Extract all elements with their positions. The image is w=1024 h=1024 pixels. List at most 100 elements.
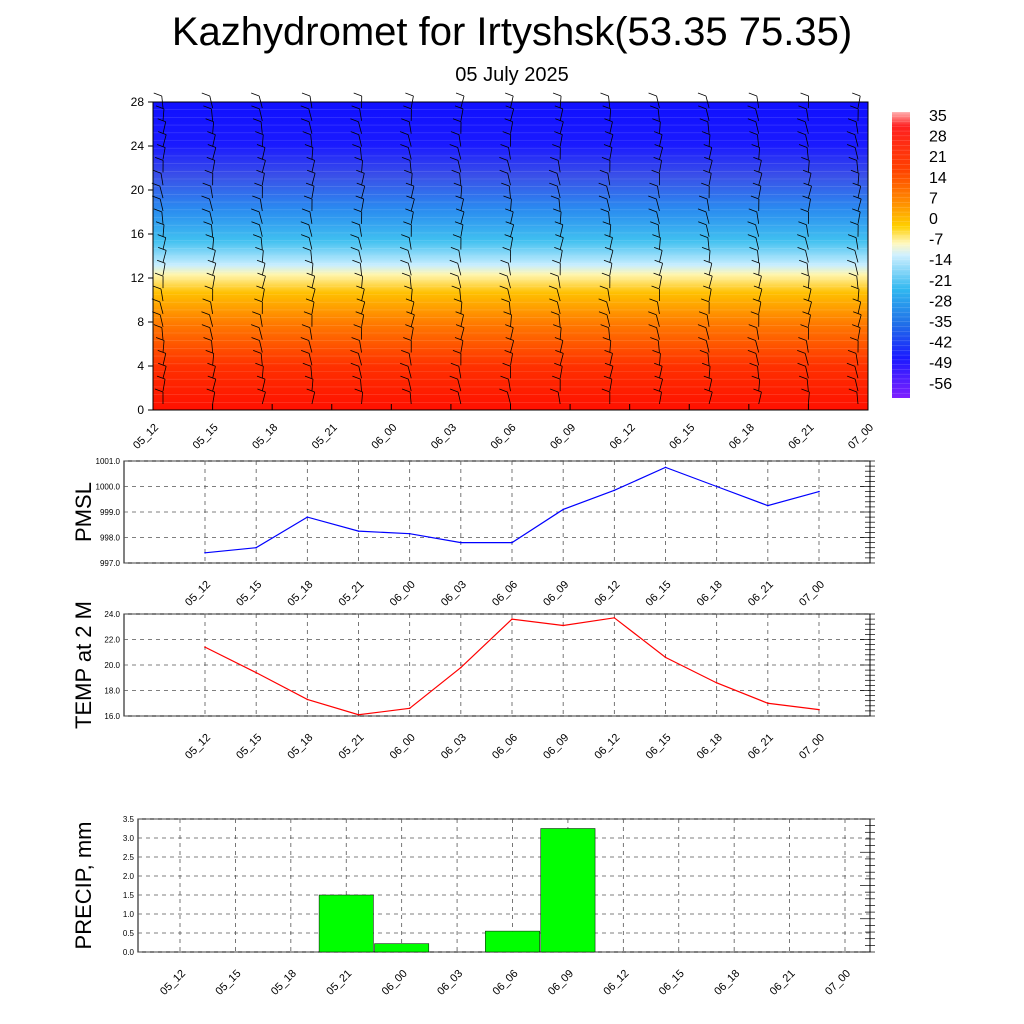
x-tick-label: 07_00 [846, 422, 876, 452]
wind-barb [606, 198, 611, 212]
wind-barb [361, 288, 365, 302]
wind-barb [807, 314, 811, 327]
wind-barb [407, 134, 412, 147]
wind-barb [310, 366, 313, 379]
colorbar-label: -14 [929, 252, 952, 269]
wind-barb-flag [303, 311, 313, 316]
wind-barb-flag [753, 156, 762, 161]
wind-barb [659, 366, 663, 379]
wind-barb-flag [505, 221, 514, 226]
wind-barb-flag [801, 388, 810, 393]
wind-barb-flag [648, 92, 657, 97]
wind-barb-flag [850, 285, 860, 290]
wind-barb [556, 173, 561, 186]
wind-barb [758, 391, 762, 405]
wind-barb [457, 147, 462, 160]
wind-barb-flag [152, 311, 161, 316]
wind-barb [460, 224, 464, 237]
wind-barb-flag [455, 324, 465, 329]
y-axis-label: PRECIP, mm [71, 822, 96, 950]
wind-barb-flag [797, 234, 806, 238]
wind-barb-flag [653, 156, 662, 161]
wind-barb [261, 173, 265, 186]
wind-barb [361, 301, 366, 315]
wind-barb-flag [300, 105, 309, 110]
wind-barb-flag [403, 337, 412, 341]
wind-barb-flag [704, 272, 713, 277]
wind-barb-flag [701, 131, 711, 135]
wind-barb [708, 366, 711, 379]
colorbar-label: -42 [929, 335, 952, 352]
wind-barb-flag [853, 311, 862, 316]
y-tick-label: 8 [137, 315, 144, 329]
wind-barb-flag [301, 92, 311, 97]
chart-subtitle: 05 July 2025 [455, 64, 569, 86]
y-tick-label: 20.0 [104, 661, 120, 670]
wind-barb-flag [749, 362, 758, 367]
wind-barb-flag [505, 92, 514, 97]
wind-barb [407, 366, 412, 379]
wind-barb [310, 134, 313, 147]
wind-barb [705, 327, 710, 340]
x-tick-label: 06_03 [439, 732, 469, 762]
wind-barb [510, 198, 512, 211]
wind-barb-flag [406, 311, 415, 316]
series-point [255, 546, 257, 549]
wind-barb [408, 379, 412, 392]
x-tick-label: 05_18 [269, 968, 299, 998]
wind-barb-flag [703, 169, 712, 174]
y-tick-label: 12 [131, 271, 145, 285]
wind-barb-flag [502, 247, 511, 251]
x-tick-label: 06_15 [644, 732, 674, 762]
wind-barb-flag [848, 388, 857, 393]
wind-barb [556, 301, 561, 315]
wind-barb-flag [649, 298, 658, 303]
wind-barb [409, 160, 412, 173]
wind-barb [705, 211, 710, 224]
wind-barb-flag [354, 272, 363, 277]
wind-barb [757, 366, 760, 379]
y-tick-label: 20 [131, 183, 145, 197]
wind-barb [609, 147, 613, 160]
wind-barb-flag [156, 375, 166, 380]
wind-barb [460, 198, 464, 212]
wind-barb-flag [153, 208, 162, 213]
wind-barb-flag [752, 182, 762, 187]
wind-barb-flag [449, 259, 458, 264]
x-tick-label: 06_12 [608, 422, 638, 452]
wind-barb-flag [405, 208, 414, 213]
wind-barb-flag [406, 195, 415, 200]
wind-barb [609, 121, 613, 134]
wind-barb-flag [701, 247, 711, 251]
wind-barb [460, 186, 463, 199]
y-tick-label: 28 [131, 95, 145, 109]
wind-barb-flag [753, 388, 762, 393]
wind-barb [311, 147, 314, 160]
wind-barb-flag [697, 324, 707, 329]
wind-barb [806, 147, 809, 160]
wind-barb-flag [251, 337, 260, 341]
wind-barb [460, 301, 463, 314]
x-tick-label: 05_18 [285, 732, 315, 762]
wind-barb-flag [552, 144, 561, 148]
wind-barb-flag [753, 285, 763, 290]
wind-barb [261, 379, 266, 392]
wind-barb-flag [850, 169, 860, 174]
wind-barb [805, 134, 809, 147]
x-tick-label: 05_12 [131, 422, 161, 452]
wind-barb-flag [302, 362, 311, 367]
wind-barb-flag [698, 311, 708, 316]
wind-barb-flag [252, 311, 261, 316]
series-point [408, 532, 411, 535]
wind-barb-flag [654, 362, 663, 367]
wind-barb-flag [207, 362, 216, 367]
wind-barb-flag [155, 337, 165, 341]
wind-barb [609, 340, 612, 353]
wind-barb-flag [403, 105, 412, 110]
wind-barb [559, 121, 564, 134]
wind-barb [708, 147, 713, 160]
wind-barb [856, 160, 859, 173]
wind-barb-flag [207, 144, 216, 148]
wind-barb [359, 340, 362, 353]
wind-barb-flag [305, 298, 315, 303]
